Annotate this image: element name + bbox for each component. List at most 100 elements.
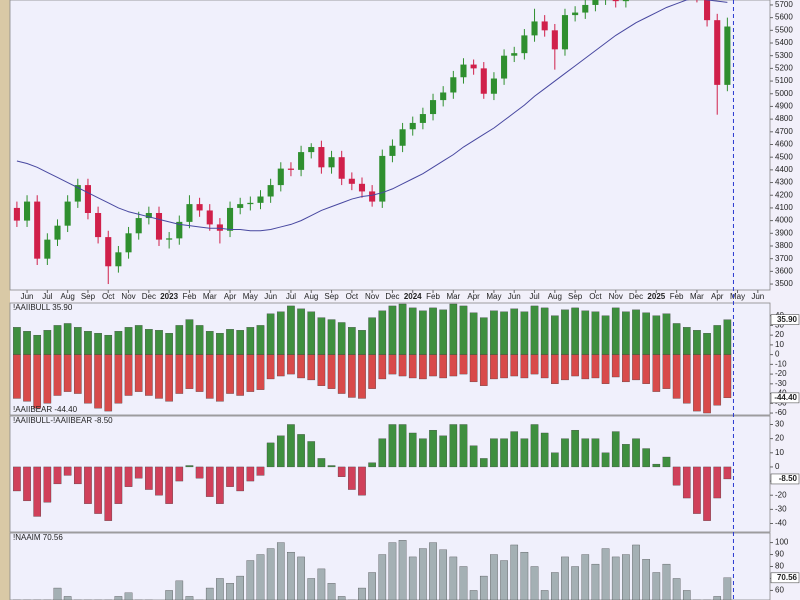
bar (185, 596, 194, 600)
bar (155, 330, 163, 355)
x-tick-label: Mar (446, 292, 460, 301)
bar (145, 466, 153, 490)
bar (327, 465, 336, 468)
bar (276, 542, 285, 600)
bar (561, 354, 569, 381)
bar (145, 329, 153, 355)
bar (348, 327, 356, 355)
bar (155, 354, 163, 399)
candle-body (541, 21, 548, 31)
bar (307, 354, 316, 381)
bar (520, 311, 529, 355)
bar (185, 319, 194, 355)
bar (713, 325, 722, 355)
bar (307, 311, 316, 355)
bar (398, 424, 407, 468)
candle-body (226, 207, 234, 231)
bar (510, 431, 519, 468)
candle-body (237, 204, 244, 208)
bar (124, 466, 133, 487)
bar (23, 466, 31, 502)
y-tick-label: 3500 (775, 279, 793, 288)
end-label: 70.56 (777, 573, 798, 582)
bar (53, 354, 62, 396)
bar (43, 330, 52, 355)
bar (205, 331, 214, 355)
bar (672, 466, 681, 486)
bar (358, 466, 366, 496)
bar (216, 578, 224, 600)
x-tick-label: Sep (81, 292, 96, 301)
bar (348, 354, 356, 398)
bar (216, 333, 224, 355)
bar (53, 325, 62, 355)
bullbear-plot (13, 303, 732, 414)
bar (33, 354, 42, 409)
bar (114, 466, 123, 504)
legend-label: !AAIIBEAR -44.40 (13, 405, 78, 414)
bar (276, 354, 285, 377)
x-tick-label: Mar (690, 292, 704, 301)
candle-body (419, 114, 426, 123)
bar (449, 303, 458, 355)
x-tick-label: Oct (346, 292, 359, 301)
candle-body (551, 30, 558, 50)
bar (134, 325, 143, 355)
candle-body (267, 185, 274, 197)
candle-body (704, 0, 711, 21)
candle-body (34, 201, 41, 259)
bar (104, 466, 113, 521)
bar (175, 466, 184, 482)
x-tick-label: Apr (224, 292, 237, 301)
bar (459, 305, 468, 355)
candle-body (44, 239, 51, 259)
bar (429, 429, 437, 468)
bar (713, 596, 722, 600)
bar (226, 354, 234, 394)
bar (195, 466, 204, 479)
bar (540, 354, 549, 379)
bar (601, 548, 610, 600)
bar (145, 354, 153, 396)
bar (632, 354, 640, 381)
candle-body (572, 12, 579, 16)
candle-body (399, 129, 406, 146)
bar (601, 315, 610, 355)
candle-body (470, 64, 477, 69)
bar (703, 333, 711, 355)
y-tick-label: 90 (775, 550, 784, 559)
bar (490, 438, 498, 468)
x-tick-label: Oct (589, 292, 602, 301)
candle-body (206, 210, 213, 225)
y-tick-label: 80 (775, 562, 784, 571)
bar (165, 466, 173, 504)
bar (581, 310, 590, 355)
bar (256, 325, 265, 355)
bar (124, 354, 133, 396)
bar (551, 315, 559, 355)
candle-body (501, 55, 508, 79)
price-panel (9, 0, 771, 291)
candle-body (450, 77, 457, 93)
bar (429, 542, 437, 600)
y-tick-label: 4100 (775, 203, 793, 212)
bar (388, 542, 397, 600)
bar (317, 568, 326, 600)
bar (591, 311, 600, 355)
y-tick-label: -20 (775, 369, 787, 378)
bar (723, 354, 732, 399)
bar (652, 354, 661, 392)
bar (287, 551, 295, 600)
bar (226, 466, 234, 487)
y-tick-label: -10 (775, 359, 787, 368)
legend-label: !AAIIBULL 35.90 (13, 303, 73, 312)
bar (713, 354, 722, 406)
bar (662, 313, 671, 355)
x-tick-label: Nov (365, 292, 379, 301)
bar (642, 448, 650, 468)
axes: Jun Jul Aug Sep Oct Nov Dec 2023 Feb Mar Apr May Jun… (13, 0, 800, 600)
bar (205, 587, 214, 600)
bar (175, 325, 184, 355)
bar (165, 333, 173, 355)
bar (622, 444, 630, 468)
